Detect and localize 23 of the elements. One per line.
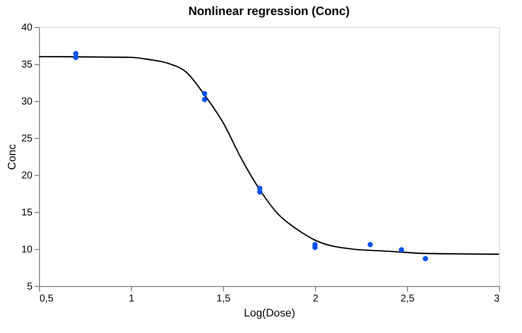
y-tick-label: 15 <box>21 208 33 218</box>
y-tick-label: 10 <box>21 244 33 256</box>
y-tick-label: 25 <box>21 134 33 144</box>
x-axis-title: Log(Dose) <box>244 308 296 320</box>
y-tick-label: 5 <box>26 282 33 292</box>
point <box>398 247 404 252</box>
x-tick-label: 2,5 <box>400 294 415 304</box>
line-series <box>38 56 500 255</box>
y-tick-label: 30 <box>21 96 33 108</box>
point <box>422 256 428 262</box>
y-tick-label: 35 <box>21 60 33 70</box>
x-tick-label: 0,5 <box>40 294 54 304</box>
chart-title: Nonlinear regression (Conc) <box>188 4 350 18</box>
y-axis-title: Conc <box>6 144 18 170</box>
x-tick-label: 1 <box>128 294 135 304</box>
point <box>368 242 373 248</box>
y-tick-label: 20 <box>21 170 33 182</box>
x-tick-label: 3 <box>494 294 500 304</box>
x-tick-label: 1,5 <box>216 294 231 304</box>
point <box>202 90 208 96</box>
y-tick-label: 40 <box>21 22 33 34</box>
point <box>202 96 208 102</box>
x-tick-label: 2 <box>312 294 319 304</box>
